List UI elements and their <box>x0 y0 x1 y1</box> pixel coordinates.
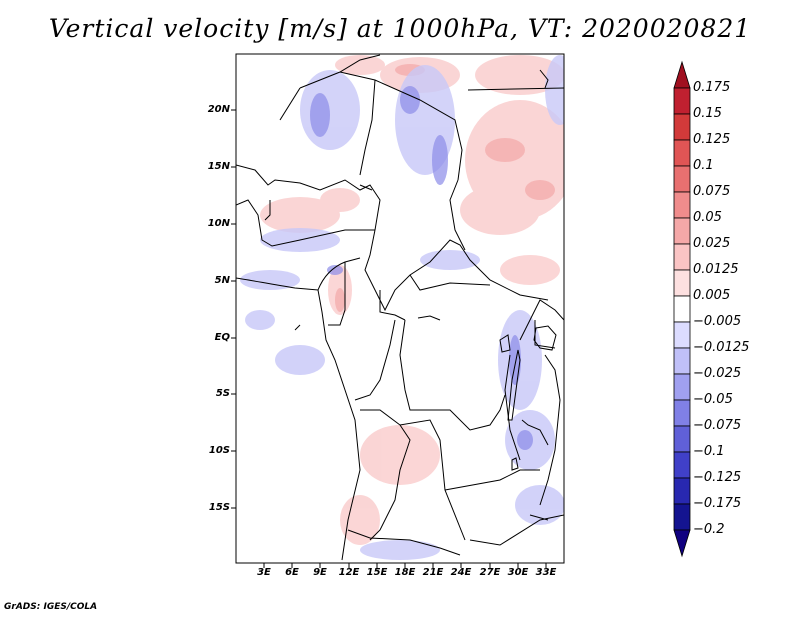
colorbar-segment <box>673 191 691 219</box>
colorbar-label: −0.0125 <box>693 340 750 355</box>
colorbar-label: 0.025 <box>693 236 731 251</box>
colorbar-label: 0.1 <box>693 158 714 173</box>
colorbar-segment <box>673 295 691 323</box>
lat-label: 10N <box>207 218 230 229</box>
lon-label: 3E <box>257 567 271 578</box>
colorbar-label: 0.15 <box>693 106 722 121</box>
footer-credit: GrADS: IGES/COLA <box>4 602 98 612</box>
lon-label: 6E <box>285 567 299 578</box>
map-frame <box>231 53 565 568</box>
lat-label: 5N <box>214 275 230 286</box>
colorbar-label: −0.025 <box>693 366 742 381</box>
chart-title: Vertical velocity [m/s] at 1000hPa, VT: … <box>48 14 752 43</box>
colorbar-segment <box>673 321 691 349</box>
lon-label: 18E <box>394 567 416 578</box>
colorbar-label: −0.175 <box>693 496 742 511</box>
colorbar-segment <box>673 399 691 427</box>
colorbar-label: 0.005 <box>693 288 731 303</box>
country-boundaries <box>236 54 564 561</box>
lon-label: 15E <box>366 567 388 578</box>
lon-label: 21E <box>422 567 444 578</box>
colorbar-segment <box>673 60 691 89</box>
colorbar-segment <box>673 373 691 401</box>
colorbar-label: 0.125 <box>693 132 731 147</box>
colorbar-label: 0.175 <box>693 80 731 95</box>
colorbar-label: −0.1 <box>693 444 725 459</box>
colorbar-label: 0.0125 <box>693 262 739 277</box>
colorbar <box>673 60 691 558</box>
colorbar-segment <box>673 503 691 531</box>
colorbar-segment <box>673 477 691 505</box>
lat-label: EQ <box>214 332 230 343</box>
colorbar-segment <box>673 165 691 193</box>
colorbar-segment <box>673 347 691 375</box>
colorbar-label: −0.075 <box>693 418 742 433</box>
colorbar-label: −0.125 <box>693 470 742 485</box>
lon-label: 24E <box>450 567 472 578</box>
lon-label: 33E <box>535 567 557 578</box>
colorbar-segment <box>673 113 691 141</box>
lat-label: 20N <box>207 104 230 115</box>
colorbar-label: −0.005 <box>693 314 742 329</box>
colorbar-segment <box>673 451 691 479</box>
lakes <box>294 184 557 471</box>
colorbar-segment <box>673 243 691 271</box>
lon-label: 30E <box>507 567 529 578</box>
colorbar-label: −0.05 <box>693 392 733 407</box>
lon-label: 12E <box>338 567 360 578</box>
lon-label: 27E <box>479 567 501 578</box>
lat-label: 15S <box>208 502 230 513</box>
colorbar-label: 0.05 <box>693 210 722 225</box>
colorbar-segment <box>673 425 691 453</box>
colorbar-segment <box>673 529 691 558</box>
colorbar-segment <box>673 269 691 297</box>
lat-label: 5S <box>215 388 230 399</box>
colorbar-segment <box>673 87 691 115</box>
colorbar-label: 0.075 <box>693 184 731 199</box>
lat-label: 15N <box>207 161 230 172</box>
lon-label: 9E <box>313 567 327 578</box>
colorbar-segment <box>673 139 691 167</box>
colorbar-label: −0.2 <box>693 522 725 537</box>
colorbar-segment <box>673 217 691 245</box>
lat-label: 10S <box>208 445 230 456</box>
